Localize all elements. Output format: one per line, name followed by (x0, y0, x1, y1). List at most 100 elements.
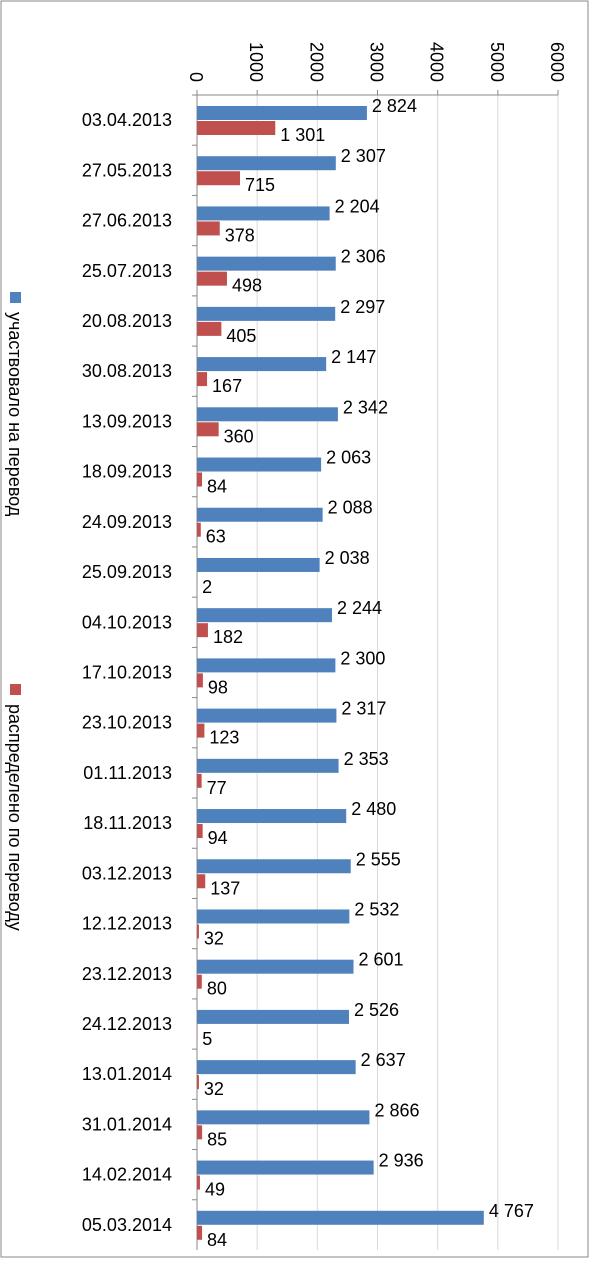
data-label: 360 (224, 426, 254, 446)
y-tick-label: 27.05.2013 (82, 160, 172, 180)
bar (197, 121, 275, 135)
y-tick-label: 05.03.2014 (82, 1215, 172, 1235)
data-label: 77 (207, 778, 227, 798)
data-label: 2 317 (341, 699, 386, 719)
y-tick-label: 18.09.2013 (82, 462, 172, 482)
bar (197, 824, 203, 838)
y-tick-label: 03.12.2013 (82, 863, 172, 883)
y-tick-label: 27.06.2013 (82, 211, 172, 231)
x-tick-label: 1000 (246, 42, 266, 82)
bar (197, 422, 219, 436)
bar (197, 608, 332, 622)
data-label: 2 555 (356, 849, 401, 869)
bar (197, 171, 240, 185)
y-tick-label: 03.04.2013 (82, 110, 172, 130)
data-label: 2 480 (351, 799, 396, 819)
data-label: 2 342 (343, 397, 388, 417)
data-label: 167 (212, 376, 242, 396)
data-label: 98 (208, 677, 228, 697)
bar (197, 558, 320, 572)
y-tick-label: 24.12.2013 (82, 1014, 172, 1034)
bar (197, 322, 221, 336)
bar (197, 372, 207, 386)
bar (197, 709, 336, 723)
x-tick-label: 5000 (487, 42, 507, 82)
data-label: 2 936 (379, 1151, 424, 1171)
data-label: 85 (207, 1129, 227, 1149)
y-tick-label: 30.08.2013 (82, 361, 172, 381)
data-label: 2 (202, 577, 212, 597)
x-tick-label: 3000 (367, 42, 387, 82)
data-label: 2 866 (374, 1100, 419, 1120)
y-tick-label: 24.09.2013 (82, 512, 172, 532)
y-tick-label: 12.12.2013 (82, 914, 172, 934)
bar (197, 809, 346, 823)
data-label: 2 297 (340, 297, 385, 317)
y-tick-label: 18.11.2013 (83, 813, 172, 833)
data-label: 80 (207, 979, 227, 999)
bar (197, 523, 201, 537)
data-label: 5 (202, 1029, 212, 1049)
bar (197, 1010, 349, 1024)
data-label: 405 (226, 326, 256, 346)
bar (197, 458, 321, 472)
data-label: 2 306 (341, 247, 386, 267)
bar (197, 206, 330, 220)
data-label: 498 (232, 276, 262, 296)
data-label: 182 (213, 627, 243, 647)
bar (197, 1176, 200, 1190)
data-label: 715 (245, 175, 275, 195)
bar (197, 473, 202, 487)
data-label: 137 (210, 878, 240, 898)
y-tick-label: 23.10.2013 (82, 713, 172, 733)
bar (197, 272, 227, 286)
data-label: 123 (209, 728, 239, 748)
bar (197, 924, 199, 938)
data-label: 2 824 (372, 96, 417, 116)
data-label: 378 (225, 225, 255, 245)
data-label: 2 353 (344, 749, 389, 769)
bar (197, 859, 351, 873)
x-tick-label: 0 (186, 72, 206, 82)
x-tick-label: 4000 (427, 42, 447, 82)
bar (197, 759, 339, 773)
legend-swatch (10, 292, 21, 303)
data-label: 4 767 (489, 1201, 534, 1221)
legend-label: участвовало на перевод (5, 312, 25, 517)
data-label: 63 (206, 527, 226, 547)
bar (197, 156, 336, 170)
bar (197, 960, 353, 974)
data-label: 2 601 (358, 950, 403, 970)
data-label: 2 204 (335, 196, 380, 216)
data-label: 2 147 (331, 347, 376, 367)
data-label: 2 244 (337, 598, 382, 618)
y-tick-label: 14.02.2014 (82, 1165, 172, 1185)
data-label: 2 300 (340, 648, 385, 668)
data-label: 2 532 (354, 899, 399, 919)
bar (197, 1125, 202, 1139)
y-tick-label: 31.01.2014 (82, 1114, 172, 1134)
data-label: 49 (205, 1180, 225, 1200)
y-tick-label: 17.10.2013 (82, 663, 172, 683)
data-label: 94 (208, 828, 228, 848)
data-label: 32 (204, 1079, 224, 1099)
data-label: 32 (204, 928, 224, 948)
data-label: 2 526 (354, 1000, 399, 1020)
bar (197, 407, 338, 421)
data-label: 2 038 (325, 548, 370, 568)
bar (197, 658, 335, 672)
data-label: 2 307 (341, 146, 386, 166)
bar (197, 508, 323, 522)
y-tick-label: 25.09.2013 (82, 562, 172, 582)
y-tick-label: 04.10.2013 (82, 612, 172, 632)
bar (197, 221, 220, 235)
bar (197, 874, 205, 888)
bar (197, 307, 335, 321)
bar (197, 774, 202, 788)
bar (197, 623, 208, 637)
data-label: 2 637 (361, 1050, 406, 1070)
bar (197, 673, 203, 687)
bar (197, 357, 326, 371)
y-tick-label: 01.11.2013 (83, 763, 172, 783)
data-label: 2 063 (326, 448, 371, 468)
